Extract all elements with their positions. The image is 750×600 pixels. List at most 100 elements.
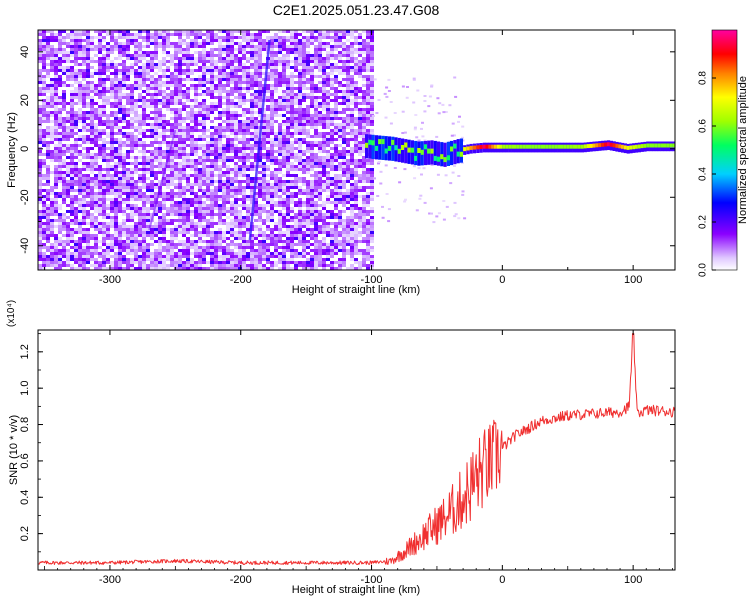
heatmap-cell bbox=[122, 207, 126, 210]
heatmap-cell bbox=[250, 126, 254, 129]
heatmap-cell bbox=[174, 246, 178, 249]
heatmap-cell bbox=[226, 36, 230, 39]
heatmap-cell bbox=[106, 30, 110, 33]
heatmap-cell bbox=[158, 246, 162, 249]
heatmap-cell bbox=[110, 204, 114, 207]
heatmap-cell bbox=[294, 228, 298, 231]
heatmap-cell bbox=[166, 252, 170, 255]
heatmap-cell bbox=[214, 141, 218, 144]
heatmap-cell bbox=[270, 114, 274, 117]
heatmap-cell bbox=[142, 186, 146, 189]
heatmap-cell bbox=[282, 114, 286, 117]
heatmap-cell bbox=[214, 165, 218, 168]
heatmap-cell bbox=[138, 126, 142, 129]
heatmap-cell bbox=[42, 228, 46, 231]
heatmap-cell bbox=[206, 246, 210, 249]
heatmap-cell bbox=[78, 42, 82, 45]
heatmap-cell bbox=[182, 213, 186, 216]
heatmap-cell bbox=[242, 207, 246, 210]
heatmap-cell bbox=[142, 195, 146, 198]
heatmap-cell bbox=[118, 69, 122, 72]
heatmap-cell bbox=[294, 132, 298, 135]
heatmap-cell bbox=[102, 48, 106, 51]
heatmap-cell bbox=[130, 57, 134, 60]
heatmap-cell bbox=[266, 252, 270, 255]
heatmap-cell bbox=[170, 174, 174, 177]
heatmap-cell bbox=[250, 195, 254, 198]
heatmap-cell bbox=[234, 201, 238, 204]
heatmap-cell bbox=[286, 108, 290, 111]
heatmap-cell bbox=[182, 48, 186, 51]
heatmap-cell bbox=[62, 36, 66, 39]
heatmap-cell bbox=[202, 129, 206, 132]
heatmap-cell bbox=[154, 147, 158, 150]
heatmap-cell bbox=[334, 114, 338, 117]
heatmap-cell bbox=[130, 117, 134, 120]
heatmap-cell bbox=[150, 237, 154, 240]
heatmap-cell bbox=[106, 252, 110, 255]
heatmap-cell bbox=[118, 261, 122, 264]
heatmap-cell bbox=[90, 90, 94, 93]
heatmap-cell bbox=[198, 120, 202, 123]
heatmap-cell bbox=[102, 63, 106, 66]
heatmap-cell bbox=[142, 30, 146, 33]
heatmap-cell bbox=[266, 189, 270, 192]
heatmap-cell bbox=[282, 186, 286, 189]
heatmap-cell bbox=[50, 192, 54, 195]
heatmap-cell bbox=[130, 90, 134, 93]
heatmap-cell bbox=[330, 129, 334, 132]
heatmap-cell bbox=[270, 36, 274, 39]
heatmap-cell bbox=[306, 132, 310, 135]
heatmap-cell bbox=[222, 87, 226, 90]
heatmap-cell bbox=[150, 54, 154, 57]
heatmap-cell bbox=[214, 156, 218, 159]
heatmap-cell bbox=[246, 231, 250, 234]
heatmap-cell bbox=[82, 33, 86, 36]
heatmap-cell bbox=[54, 84, 58, 87]
heatmap-cell bbox=[66, 243, 70, 246]
heatmap-cell bbox=[230, 105, 234, 108]
heatmap-cell bbox=[74, 117, 78, 120]
heatmap-cell bbox=[38, 78, 42, 81]
heatmap-cell bbox=[178, 96, 182, 99]
heatmap-cell bbox=[342, 168, 346, 171]
heatmap-cell bbox=[150, 225, 154, 228]
heatmap-cell bbox=[194, 267, 198, 270]
heatmap-cell bbox=[162, 105, 166, 108]
heatmap-cell bbox=[314, 99, 318, 102]
heatmap-cell bbox=[150, 135, 154, 138]
heatmap-cell bbox=[90, 204, 94, 207]
heatmap-cell bbox=[298, 60, 302, 63]
heatmap-cell bbox=[258, 66, 262, 69]
heatmap-cell bbox=[194, 171, 198, 174]
heatmap-cell bbox=[306, 114, 310, 117]
heatmap-cell bbox=[250, 204, 254, 207]
heatmap-cell bbox=[182, 96, 186, 99]
heatmap-cell bbox=[198, 171, 202, 174]
heatmap-cell bbox=[74, 255, 78, 258]
heatmap-cell bbox=[110, 102, 114, 105]
heatmap-cell bbox=[210, 105, 214, 108]
heatmap-cell bbox=[170, 261, 174, 264]
heatmap-cell bbox=[190, 192, 194, 195]
heatmap-cell bbox=[230, 204, 234, 207]
heatmap-cell bbox=[262, 165, 266, 168]
heatmap-cell bbox=[218, 84, 222, 87]
heatmap-cell bbox=[94, 90, 98, 93]
heatmap-cell bbox=[258, 261, 262, 264]
heatmap-cell bbox=[234, 207, 238, 210]
heatmap-cell bbox=[262, 177, 266, 180]
heatmap-cell bbox=[302, 45, 306, 48]
heatmap-cell bbox=[78, 180, 82, 183]
heatmap-cell bbox=[246, 159, 250, 162]
heatmap-cell bbox=[158, 171, 162, 174]
heatmap-cell bbox=[230, 225, 234, 228]
heatmap-cell bbox=[74, 156, 78, 159]
heatmap-cell bbox=[286, 189, 290, 192]
heatmap-cell bbox=[322, 132, 326, 135]
heatmap-cell bbox=[90, 201, 94, 204]
heatmap-cell bbox=[302, 159, 306, 162]
heatmap-cell bbox=[282, 39, 286, 42]
heatmap-cell bbox=[126, 96, 130, 99]
heatmap-cell bbox=[86, 138, 90, 141]
